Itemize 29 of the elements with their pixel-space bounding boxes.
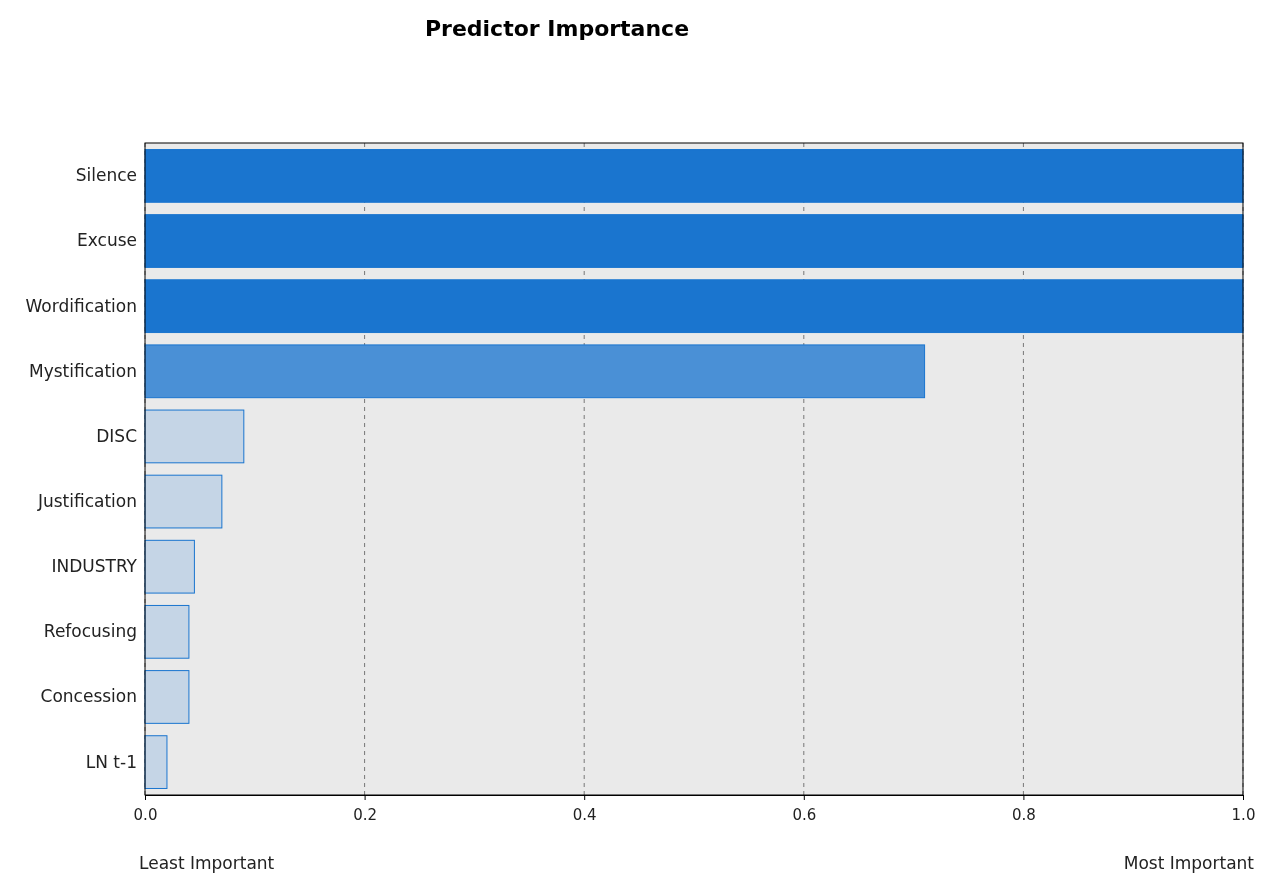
bar (144, 149, 1244, 203)
bar (144, 539, 195, 594)
bar (144, 214, 1244, 268)
x-tick-label: 0.0 (133, 805, 158, 824)
bar (144, 670, 190, 724)
y-tick-label: Refocusing (43, 621, 137, 642)
text: Least Important (139, 853, 275, 873)
bar (144, 735, 168, 789)
y-tick-label: INDUSTRY (51, 556, 138, 577)
y-tick-label: DISC (96, 425, 137, 446)
chart-title: Predictor Importance (424, 16, 690, 41)
y-tick-label: Excuse (77, 230, 137, 251)
x-tick-label: 0.8 (1011, 805, 1036, 824)
x-tick-label: 0.2 (353, 805, 378, 824)
x-tick-label: 0.6 (792, 805, 817, 824)
bar (144, 474, 223, 529)
x-tick-label: 1.0 (1231, 805, 1256, 824)
x-tick-label: 0.4 (572, 805, 597, 824)
bar (144, 409, 245, 464)
bar (144, 344, 926, 399)
bar (144, 604, 190, 659)
bar (144, 279, 1244, 334)
y-tick-label: Concession (40, 686, 137, 707)
y-tick-label: Justification (36, 491, 137, 512)
y-tick-label: LN t-1 (85, 751, 137, 772)
y-tick-label: Wordification (25, 295, 137, 316)
y-tick-label: Silence (75, 165, 137, 186)
y-tick-label: Mystification (28, 360, 137, 381)
text: Most Important (1123, 853, 1255, 873)
